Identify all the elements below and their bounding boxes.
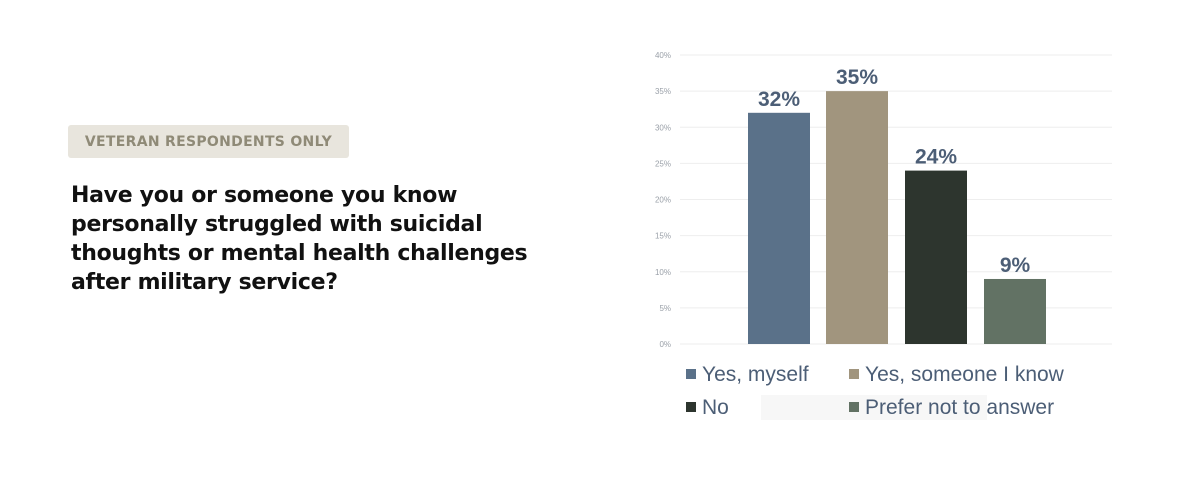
legend-swatch — [849, 402, 859, 412]
data-label: 9% — [1000, 254, 1031, 277]
data-label: 32% — [758, 88, 800, 111]
y-tick-label: 30% — [655, 123, 671, 132]
y-tick-label: 20% — [655, 196, 671, 205]
legend-swatch — [686, 369, 696, 379]
legend-background-strip — [761, 395, 987, 420]
data-label: 24% — [915, 146, 957, 169]
legend-swatch — [849, 369, 859, 379]
y-tick-label: 15% — [655, 232, 671, 241]
legend-label: Yes, myself — [702, 363, 809, 386]
legend-label: Prefer not to answer — [865, 396, 1054, 419]
y-tick-label: 0% — [659, 340, 671, 349]
bar — [905, 170, 967, 344]
y-tick-label: 5% — [659, 304, 671, 313]
y-tick-label: 35% — [655, 87, 671, 96]
legend-label: No — [702, 396, 729, 419]
y-tick-label: 10% — [655, 268, 671, 277]
bar — [748, 112, 810, 344]
survey-question: Have you or someone you know personally … — [71, 183, 528, 295]
y-tick-label: 25% — [655, 159, 671, 168]
legend-label: Yes, someone I know — [865, 363, 1065, 386]
y-tick-label: 40% — [655, 51, 671, 60]
bar — [984, 278, 1046, 344]
bar — [826, 91, 888, 344]
audience-badge-label: VETERAN RESPONDENTS ONLY — [84, 133, 333, 150]
data-label: 35% — [836, 66, 878, 89]
audience-badge: VETERAN RESPONDENTS ONLY — [68, 125, 349, 158]
legend-swatch — [686, 402, 696, 412]
